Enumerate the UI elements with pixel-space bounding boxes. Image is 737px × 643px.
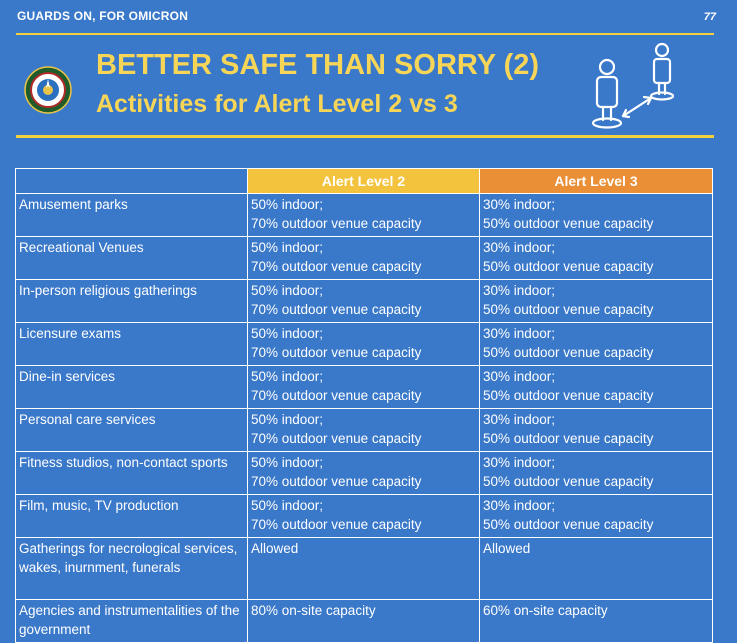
- cell-line: 30% indoor;: [483, 412, 556, 427]
- alert-level-3-cell: 30% indoor; 50% outdoor venue capacity: [479, 193, 713, 237]
- department-seal-icon: [24, 66, 72, 114]
- top-divider: [16, 33, 714, 35]
- cell-line: 30% indoor;: [483, 240, 556, 255]
- table-row: Licensure exams 50% indoor; 70% outdoor ve…: [15, 322, 713, 366]
- cell-line: 50% indoor;: [251, 498, 324, 513]
- header-blank-cell: [15, 168, 248, 194]
- page-number: 77: [703, 11, 716, 23]
- cell-line: 70% outdoor venue capacity: [251, 431, 422, 446]
- table-row: Agencies and instrumentalities of the go…: [15, 599, 713, 643]
- alert-level-3-cell: 30% indoor; 50% outdoor venue capacity: [479, 365, 713, 409]
- cell-line: Allowed: [483, 541, 531, 556]
- activity-cell: Agencies and instrumentalities of the go…: [15, 599, 248, 643]
- activity-cell: Licensure exams: [15, 322, 248, 366]
- table-row: Gatherings for necrological services, wa…: [15, 537, 713, 600]
- activity-cell: Dine-in services: [15, 365, 248, 409]
- cell-line: 30% indoor;: [483, 283, 556, 298]
- cell-line: 50% outdoor venue capacity: [483, 431, 654, 446]
- activity-cell: Fitness studios, non-contact sports: [15, 451, 248, 495]
- cell-line: Allowed: [251, 541, 299, 556]
- activity-cell: Amusement parks: [15, 193, 248, 237]
- alert-level-table-container: Alert Level 2 Alert Level 3 Amusement pa…: [15, 168, 713, 643]
- cell-line: 30% indoor;: [483, 197, 556, 212]
- activity-cell: Recreational Venues: [15, 236, 248, 280]
- cell-line: 80% on-site capacity: [251, 603, 376, 618]
- alert-level-2-cell: 50% indoor; 70% outdoor venue capacity: [247, 494, 480, 538]
- cell-line: 50% outdoor venue capacity: [483, 517, 654, 532]
- cell-line: 50% indoor;: [251, 326, 324, 341]
- cell-line: 70% outdoor venue capacity: [251, 474, 422, 489]
- page-title: BETTER SAFE THAN SORRY (2): [96, 49, 540, 81]
- cell-line: 70% outdoor venue capacity: [251, 216, 422, 231]
- activity-cell: Gatherings for necrological services, wa…: [15, 537, 248, 600]
- table-row: Recreational Venues 50% indoor; 70% outdoo…: [15, 236, 713, 280]
- title-divider: [16, 135, 714, 138]
- cell-line: 30% indoor;: [483, 326, 556, 341]
- activity-cell: Personal care services: [15, 408, 248, 452]
- alert-level-2-cell: 50% indoor; 70% outdoor venue capacity: [247, 322, 480, 366]
- activity-cell: In-person religious gatherings: [15, 279, 248, 323]
- alert-level-2-cell: 80% on-site capacity: [247, 599, 480, 643]
- table-body: Amusement parks 50% indoor; 70% outdoor ve…: [15, 193, 713, 643]
- cell-line: 50% outdoor venue capacity: [483, 474, 654, 489]
- alert-level-3-cell: 30% indoor; 50% outdoor venue capacity: [479, 236, 713, 280]
- cell-line: 50% outdoor venue capacity: [483, 259, 654, 274]
- alert-level-2-cell: 50% indoor; 70% outdoor venue capacity: [247, 279, 480, 323]
- alert-level-3-cell: 30% indoor; 50% outdoor venue capacity: [479, 494, 713, 538]
- alert-level-2-cell: Allowed: [247, 537, 480, 600]
- cell-line: 50% outdoor venue capacity: [483, 302, 654, 317]
- alert-level-3-cell: 30% indoor; 50% outdoor venue capacity: [479, 322, 713, 366]
- alert-level-2-cell: 50% indoor; 70% outdoor venue capacity: [247, 193, 480, 237]
- cell-line: 70% outdoor venue capacity: [251, 517, 422, 532]
- social-distancing-icon: [582, 40, 692, 132]
- table-row: Film, music, TV production 50% indoor; 70%…: [15, 494, 713, 538]
- cell-line: 50% indoor;: [251, 283, 324, 298]
- table-row: In-person religious gatherings 50% indoor…: [15, 279, 713, 323]
- table-row: Amusement parks 50% indoor; 70% outdoor ve…: [15, 193, 713, 237]
- header-alert-level-2: Alert Level 2: [247, 168, 480, 194]
- header-label: GUARDS ON, FOR OMICRON: [17, 9, 189, 23]
- cell-line: 50% indoor;: [251, 412, 324, 427]
- alert-level-3-cell: 30% indoor; 50% outdoor venue capacity: [479, 408, 713, 452]
- alert-level-2-cell: 50% indoor; 70% outdoor venue capacity: [247, 408, 480, 452]
- table-row: Dine-in services 50% indoor; 70% outdoor v…: [15, 365, 713, 409]
- table-row: Fitness studios, non-contact sports 50% i…: [15, 451, 713, 495]
- table-row: Personal care services 50% indoor; 70% out…: [15, 408, 713, 452]
- cell-line: 50% indoor;: [251, 369, 324, 384]
- cell-line: 50% outdoor venue capacity: [483, 388, 654, 403]
- cell-line: 30% indoor;: [483, 455, 556, 470]
- page-subtitle: Activities for Alert Level 2 vs 3: [96, 90, 458, 118]
- cell-line: 30% indoor;: [483, 369, 556, 384]
- cell-line: 70% outdoor venue capacity: [251, 259, 422, 274]
- alert-level-3-cell: 30% indoor; 50% outdoor venue capacity: [479, 279, 713, 323]
- alert-level-2-cell: 50% indoor; 70% outdoor venue capacity: [247, 451, 480, 495]
- cell-line: 70% outdoor venue capacity: [251, 345, 422, 360]
- cell-line: 50% indoor;: [251, 240, 324, 255]
- cell-line: 30% indoor;: [483, 498, 556, 513]
- cell-line: 50% indoor;: [251, 455, 324, 470]
- cell-line: 70% outdoor venue capacity: [251, 388, 422, 403]
- alert-level-2-cell: 50% indoor; 70% outdoor venue capacity: [247, 236, 480, 280]
- cell-line: 50% indoor;: [251, 197, 324, 212]
- activity-cell: Film, music, TV production: [15, 494, 248, 538]
- cell-line: 60% on-site capacity: [483, 603, 608, 618]
- header-alert-level-3: Alert Level 3: [479, 168, 713, 194]
- cell-line: 70% outdoor venue capacity: [251, 302, 422, 317]
- cell-line: 50% outdoor venue capacity: [483, 345, 654, 360]
- alert-level-3-cell: 60% on-site capacity: [479, 599, 713, 643]
- alert-level-3-cell: Allowed: [479, 537, 713, 600]
- alert-level-2-cell: 50% indoor; 70% outdoor venue capacity: [247, 365, 480, 409]
- cell-line: 50% outdoor venue capacity: [483, 216, 654, 231]
- alert-level-table: Alert Level 2 Alert Level 3 Amusement pa…: [15, 168, 713, 643]
- alert-level-3-cell: 30% indoor; 50% outdoor venue capacity: [479, 451, 713, 495]
